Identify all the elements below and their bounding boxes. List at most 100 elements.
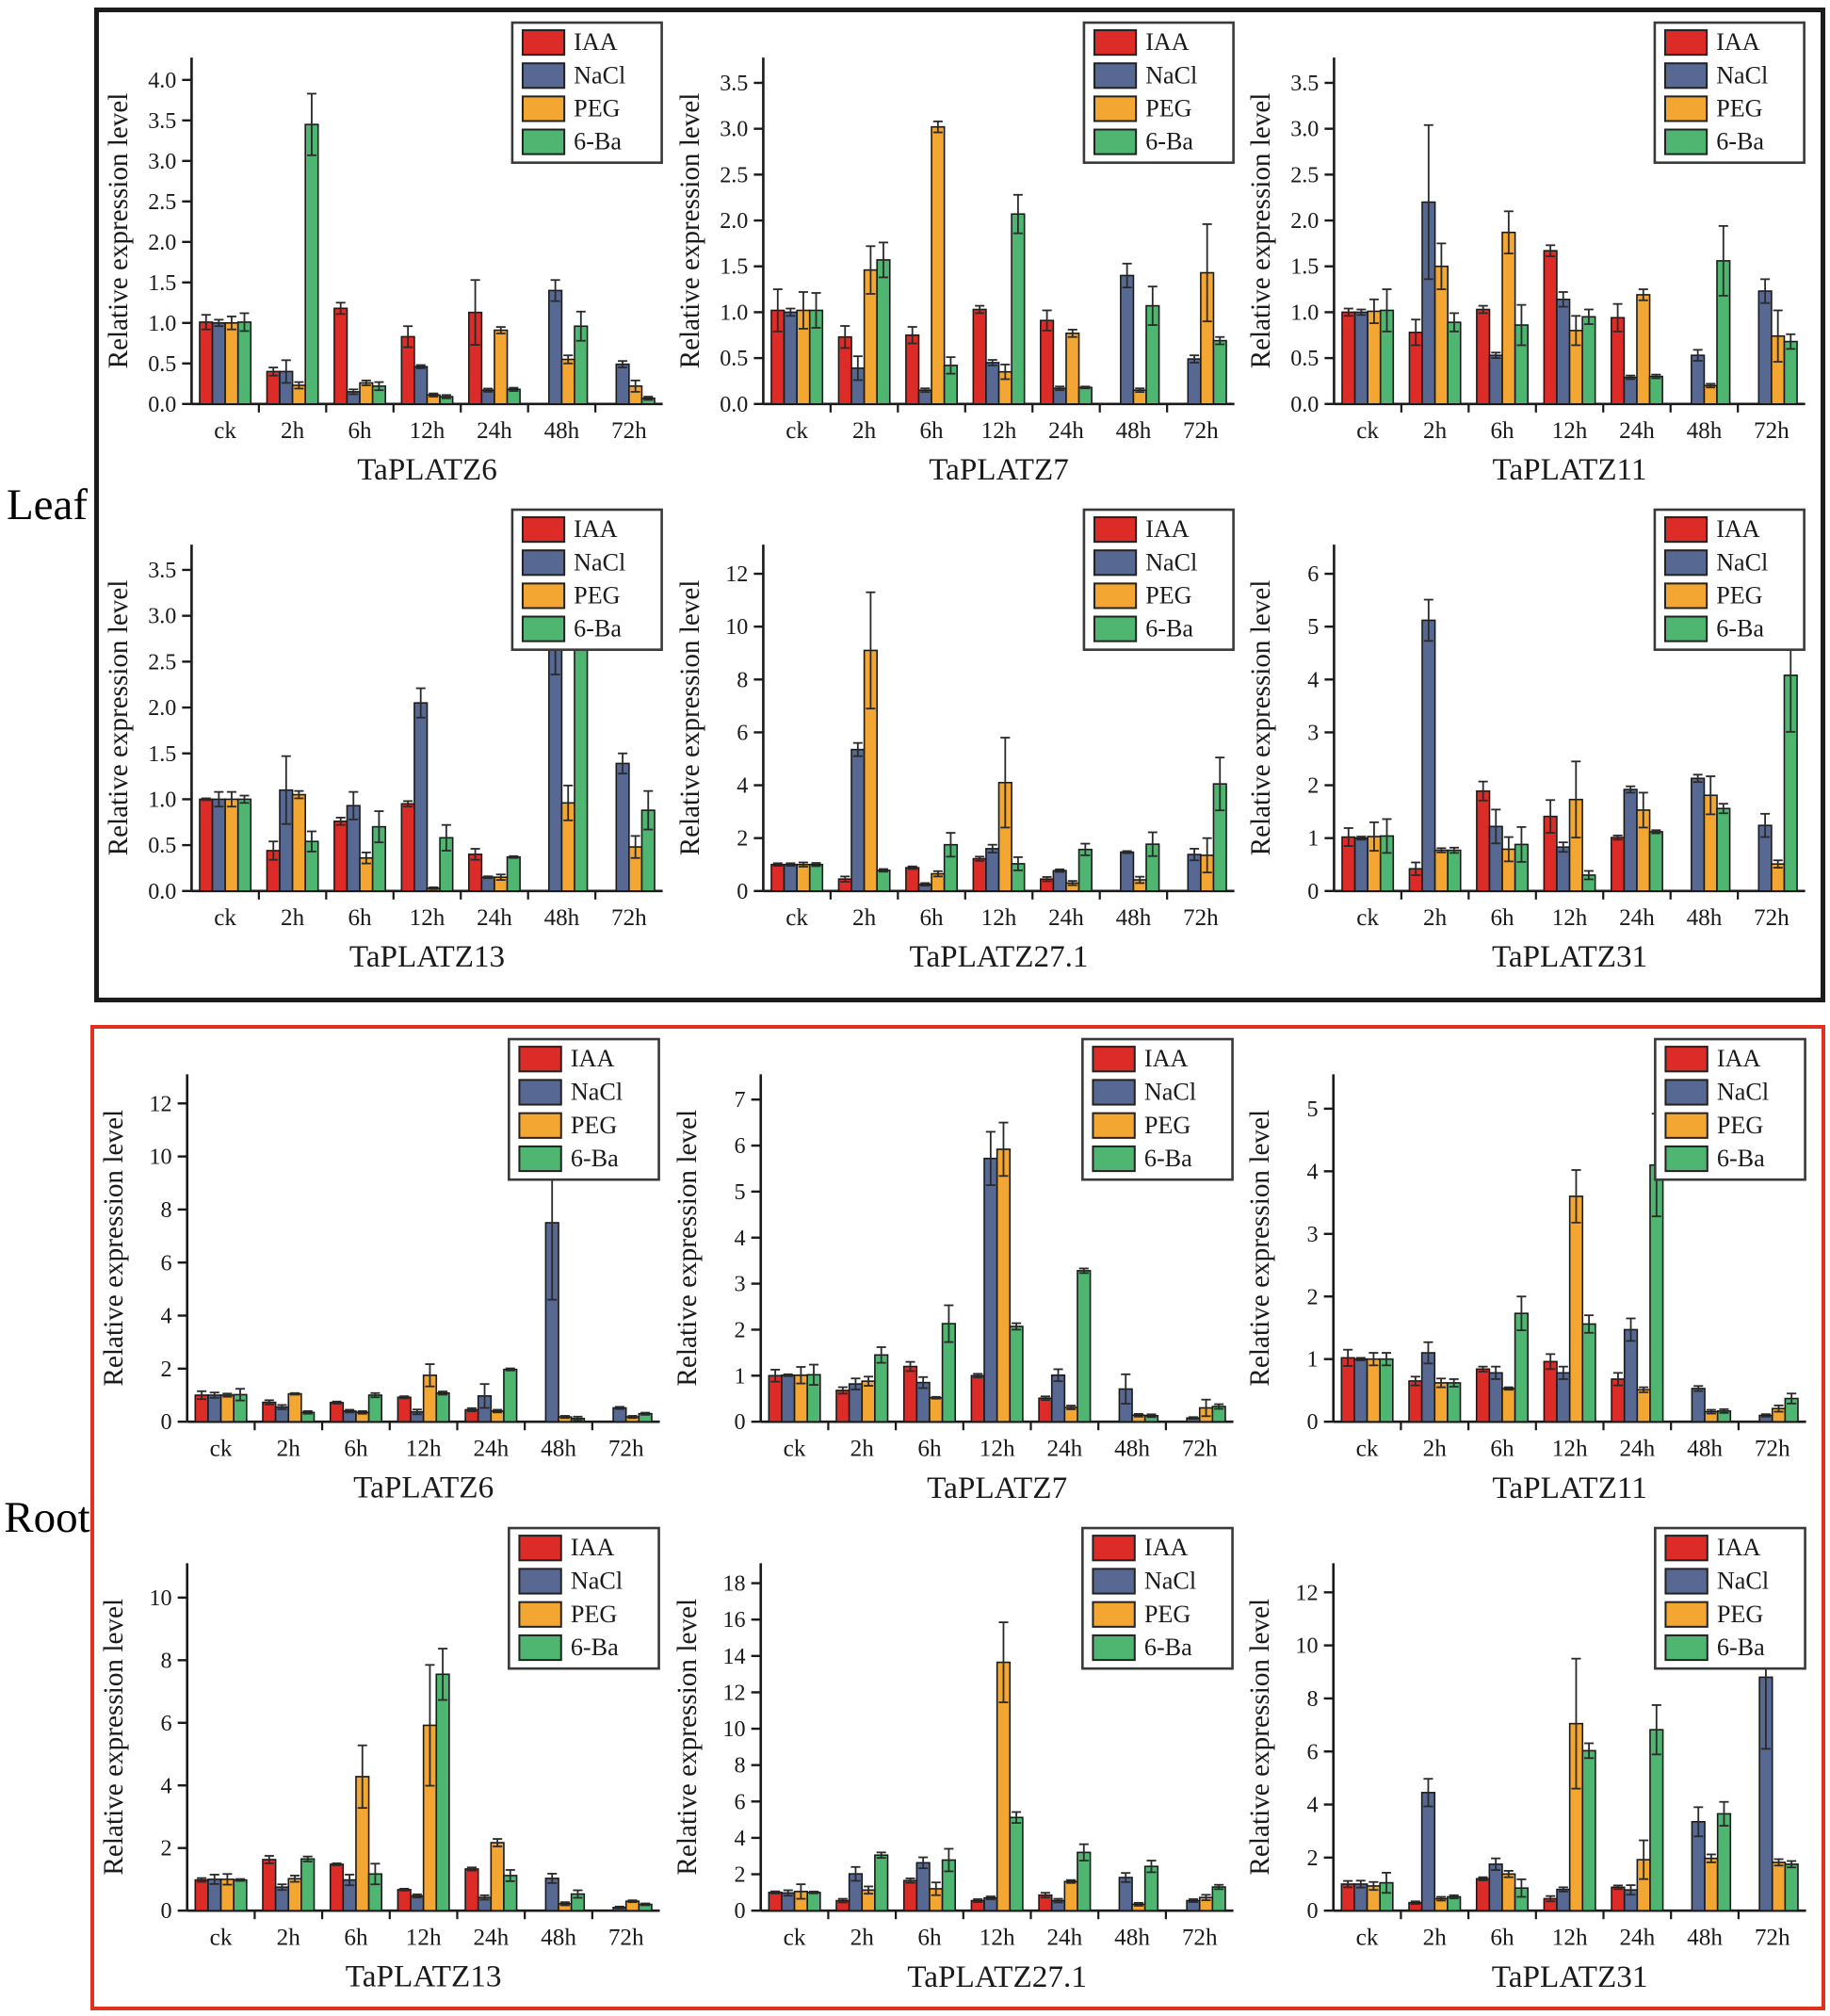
y-tick-label: 2.5 xyxy=(1291,163,1320,187)
x-tick-label: 72h xyxy=(608,1925,644,1950)
y-tick-label: 2.5 xyxy=(720,163,748,187)
x-tick-label: 2h xyxy=(1423,905,1448,931)
y-tick-label: 10 xyxy=(1296,1634,1319,1659)
x-tick-label: ck xyxy=(1356,1436,1379,1461)
chart-legend: IAA NaCl PEG 6-Ba xyxy=(510,508,663,652)
chart-legend: IAA NaCl PEG 6-Ba xyxy=(1080,1526,1234,1670)
x-tick-label: ck xyxy=(210,1925,233,1950)
series-6-Ba-bars xyxy=(233,1648,653,1911)
x-tick-label: 24h xyxy=(1048,905,1084,931)
series-PEG-bars xyxy=(795,120,1214,405)
chart-legend: IAA NaCl PEG 6-Ba xyxy=(508,1526,660,1670)
legend-swatch-NaCl xyxy=(521,549,566,577)
legend-label-PEG: PEG xyxy=(571,1112,618,1139)
x-tick-label: 12h xyxy=(980,905,1016,931)
y-tick-label: 3.5 xyxy=(1291,72,1320,96)
legend-swatch-IAA xyxy=(1093,29,1137,57)
series-NaCl-bars xyxy=(1353,1604,1773,1911)
series-6-Ba-bars xyxy=(236,577,656,892)
y-tick-label: 6 xyxy=(734,1789,745,1814)
x-tick-label: ck xyxy=(214,418,236,444)
legend-label-PEG: PEG xyxy=(1717,94,1763,122)
x-tick-label: 24h xyxy=(1619,418,1655,444)
legend-swatch-PEG xyxy=(1093,95,1137,122)
y-tick-label: 4 xyxy=(734,1826,745,1851)
legend-label-PEG: PEG xyxy=(574,94,620,122)
legend-swatch-6-Ba xyxy=(1093,128,1137,155)
bar-chart-svg: 0.0 0.5 1.0 1.5 2.0 2.5 3.0 3.5 ck 2h 6h 12h 24h 48h 7… xyxy=(104,508,663,974)
y-tick-label: 10 xyxy=(149,1145,171,1170)
y-tick-label: 3 xyxy=(734,1272,745,1297)
x-tick-label: 6h xyxy=(919,905,944,931)
x-tick-label: 72h xyxy=(611,418,647,444)
series-PEG-bars xyxy=(1367,760,1786,892)
x-tick-label: 72h xyxy=(1755,1925,1790,1950)
x-tick-label: 72h xyxy=(1755,1436,1790,1461)
legend-label-NaCl: NaCl xyxy=(1145,549,1197,577)
x-tick-label: 48h xyxy=(541,1436,576,1461)
legend-label-IAA: IAA xyxy=(1717,28,1761,56)
x-tick-label: 6h xyxy=(917,1925,942,1950)
chart-legend: IAA NaCl PEG 6-Ba xyxy=(1080,1037,1234,1181)
x-tick-label: 72h xyxy=(1183,905,1219,931)
x-tick-label: ck xyxy=(1357,418,1380,444)
y-axis-label: Relative expression level xyxy=(1246,93,1276,369)
y-tick-label: 2.0 xyxy=(720,209,748,234)
legend-swatch-IAA xyxy=(1664,1535,1709,1562)
y-tick-label: 6 xyxy=(734,1133,745,1159)
y-tick-label: 16 xyxy=(722,1607,745,1633)
legend-swatch-NaCl xyxy=(1092,1568,1136,1595)
legend-swatch-6-Ba xyxy=(1664,128,1709,155)
x-tick-label: 2h xyxy=(850,1436,874,1461)
x-tick-label: 12h xyxy=(979,1925,1014,1950)
y-tick-label: 4 xyxy=(1307,1793,1319,1818)
y-tick-label: 1.5 xyxy=(148,271,176,296)
root-section-label: Root xyxy=(4,1493,90,1542)
legend-label-NaCl: NaCl xyxy=(1717,61,1769,89)
bar-chart-svg: 0 1 2 3 4 5 6 7 ck 2h 6h 12h 24h 48h 72h TaPLATZ7 Relati… xyxy=(672,1037,1234,1505)
bar-chart-svg: 0 1 2 3 4 5 6 ck 2h 6h 12h 24h 48h 72h TaPLATZ31 Relati… xyxy=(1246,508,1806,974)
y-tick-label: 8 xyxy=(161,1197,172,1223)
y-tick-label: 0.0 xyxy=(720,393,748,417)
legend-swatch-6-Ba xyxy=(1092,1634,1136,1662)
legend-swatch-PEG xyxy=(1664,1112,1709,1139)
y-tick-label: 6 xyxy=(161,1250,172,1276)
chart-title: TaPLATZ13 xyxy=(346,1959,502,1994)
legend-swatch-6-Ba xyxy=(1092,1145,1136,1173)
chart-title: TaPLATZ11 xyxy=(1493,1471,1648,1505)
legend-swatch-PEG xyxy=(1664,582,1709,610)
x-tick-label: 6h xyxy=(348,905,373,931)
x-tick-label: 2h xyxy=(281,418,305,444)
legend-swatch-PEG xyxy=(1092,1601,1136,1628)
x-tick-label: 12h xyxy=(406,1436,442,1461)
legend-swatch-6-Ba xyxy=(1664,1634,1709,1662)
y-tick-label: 2 xyxy=(161,1836,172,1862)
y-axis-label: Relative expression level xyxy=(104,93,134,369)
y-axis-label: Relative expression level xyxy=(1246,1110,1276,1387)
x-tick-label: 48h xyxy=(1115,905,1151,931)
x-tick-label: 12h xyxy=(980,418,1016,444)
chart-title: TaPLATZ7 xyxy=(927,1471,1067,1505)
x-tick-label: 2h xyxy=(1423,1925,1448,1950)
legend-swatch-IAA xyxy=(521,29,566,57)
y-tick-label: 4 xyxy=(161,1773,172,1798)
legend-swatch-NaCl xyxy=(1664,1079,1709,1106)
y-tick-label: 0.0 xyxy=(1291,393,1320,417)
chart-root-TaPLATZ11: 0 1 2 3 4 5 ck 2h 6h 12h 24h 48h 72h TaPLATZ11 Relativ… xyxy=(1244,1034,1818,1523)
y-tick-label: 1.0 xyxy=(1291,301,1320,325)
legend-label-NaCl: NaCl xyxy=(574,61,625,89)
y-axis-label: Relative expression level xyxy=(675,93,705,369)
x-tick-label: 72h xyxy=(608,1436,644,1461)
y-tick-label: 2.0 xyxy=(148,231,176,255)
y-tick-label: 2.5 xyxy=(148,190,176,215)
series-NaCl-bars xyxy=(783,262,1202,405)
x-tick-label: 24h xyxy=(473,1925,509,1950)
legend-label-IAA: IAA xyxy=(574,28,618,56)
y-tick-label: 2 xyxy=(1308,774,1320,799)
y-tick-label: 3.0 xyxy=(1291,118,1320,142)
x-tick-label: 72h xyxy=(1181,1436,1217,1461)
legend-swatch-NaCl xyxy=(1664,1568,1709,1595)
y-tick-label: 6 xyxy=(1308,562,1320,587)
y-axis-label: Relative expression level xyxy=(99,1110,129,1387)
